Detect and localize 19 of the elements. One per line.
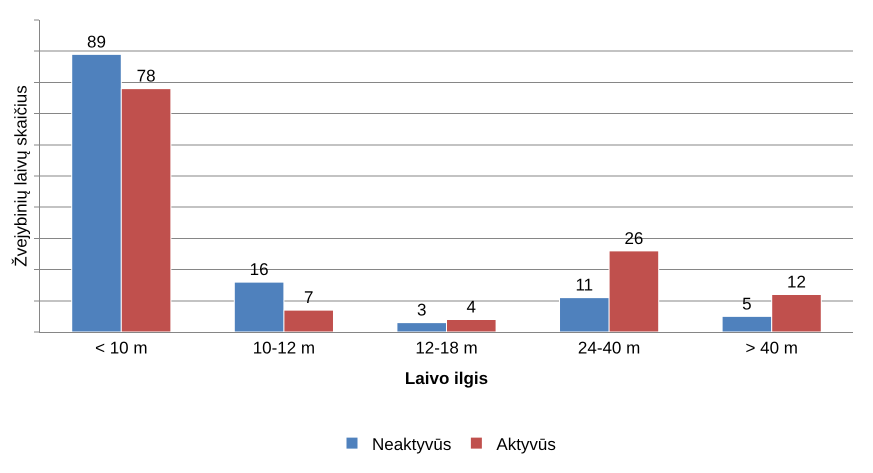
x-axis-title: Laivo ilgis (404, 368, 488, 388)
data-label: 16 (250, 260, 269, 280)
data-label: 3 (416, 300, 426, 320)
x-tick-label: 12-18 m (415, 338, 478, 358)
data-label: 26 (624, 228, 644, 248)
data-label: 5 (742, 294, 752, 314)
data-label: 78 (136, 66, 156, 86)
x-tick-label: > 40 m (745, 338, 798, 358)
x-tick-label: < 10 m (95, 338, 148, 358)
data-label: 11 (575, 276, 594, 295)
legend-label: Neaktyvūs (372, 434, 452, 454)
data-label: 7 (304, 288, 314, 308)
y-axis-title: Žvejybinių laivų skaičius (12, 85, 31, 267)
data-label: 89 (87, 32, 106, 52)
data-label: 12 (787, 272, 806, 292)
legend-label: Aktyvūs (496, 434, 556, 454)
data-label: 4 (466, 298, 476, 317)
x-tick-label: 24-40 m (578, 338, 640, 358)
x-tick-label: 10-12 m (252, 338, 316, 358)
